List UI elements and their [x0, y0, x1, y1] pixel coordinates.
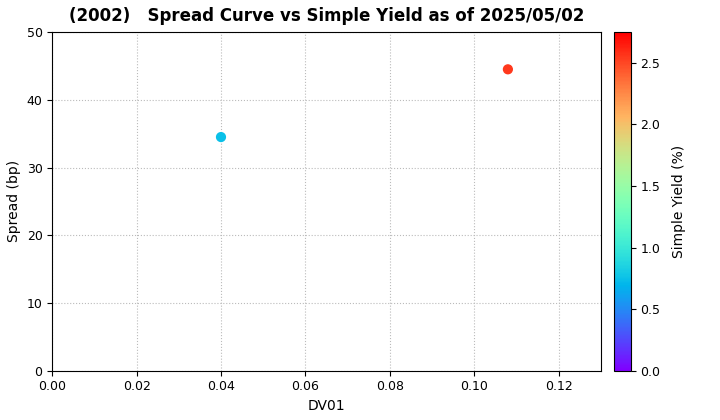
Point [215, 134, 227, 140]
Title: (2002)   Spread Curve vs Simple Yield as of 2025/05/02: (2002) Spread Curve vs Simple Yield as o… [69, 7, 584, 25]
Point [502, 66, 513, 73]
Y-axis label: Spread (bp): Spread (bp) [7, 160, 21, 242]
X-axis label: DV01: DV01 [307, 399, 346, 413]
Y-axis label: Simple Yield (%): Simple Yield (%) [672, 145, 685, 258]
